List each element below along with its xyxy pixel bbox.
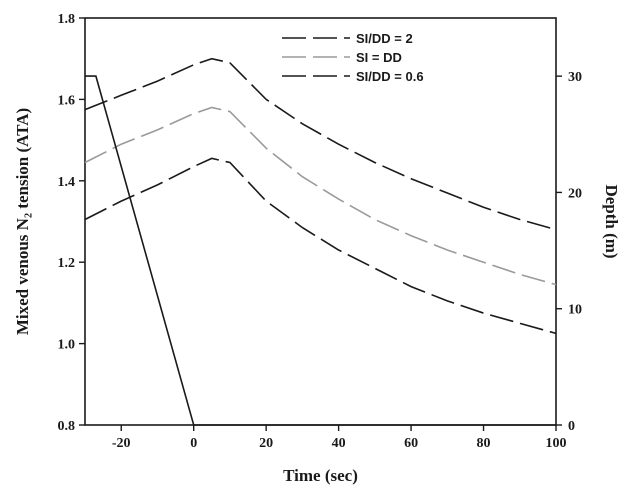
- legend: SI/DD = 2 SI = DD SI/DD = 0.6: [282, 31, 424, 84]
- y-left-tick-label: 0.8: [58, 419, 76, 434]
- legend-label: SI/DD = 0.6: [356, 69, 424, 84]
- x-tick-label: 100: [546, 436, 567, 451]
- axes: -20 0 20 40 60 80 100 0.8 1.0 1.2 1.4 1.6 1.8 0 10 20 30: [58, 12, 583, 451]
- y-right-tick-label: 30: [568, 70, 582, 85]
- depth-profile-line: [85, 75, 556, 426]
- legend-label: SI = DD: [356, 50, 402, 65]
- x-tick-label: 0: [190, 436, 197, 451]
- series-line-2: [84, 157, 557, 335]
- series-line-1: [84, 106, 557, 286]
- y-left-tick-label: 1.2: [58, 256, 76, 271]
- plot-frame: [84, 17, 557, 426]
- x-tick-label: 40: [332, 436, 346, 451]
- y-right-tick-label: 0: [568, 419, 575, 434]
- y-left-tick-label: 1.0: [58, 338, 76, 353]
- x-tick-label: -20: [112, 436, 131, 451]
- y-right-tick-label: 10: [568, 303, 582, 318]
- y-axis-left-label: Mixed venous N₂ tension (ATA): [13, 108, 32, 335]
- y-right-tick-label: 20: [568, 186, 582, 201]
- y-left-tick-label: 1.6: [58, 93, 76, 108]
- series-line-0: [84, 57, 557, 231]
- x-tick-label: 80: [477, 436, 491, 451]
- y-left-tick-label: 1.8: [58, 12, 76, 27]
- plot-series: [84, 57, 557, 426]
- y-axis-right-label: Depth (m): [602, 184, 621, 258]
- x-tick-label: 20: [259, 436, 273, 451]
- legend-label: SI/DD = 2: [356, 31, 413, 46]
- y-left-tick-label: 1.4: [58, 175, 76, 190]
- x-tick-label: 60: [404, 436, 418, 451]
- x-axis-label: Time (sec): [283, 466, 358, 485]
